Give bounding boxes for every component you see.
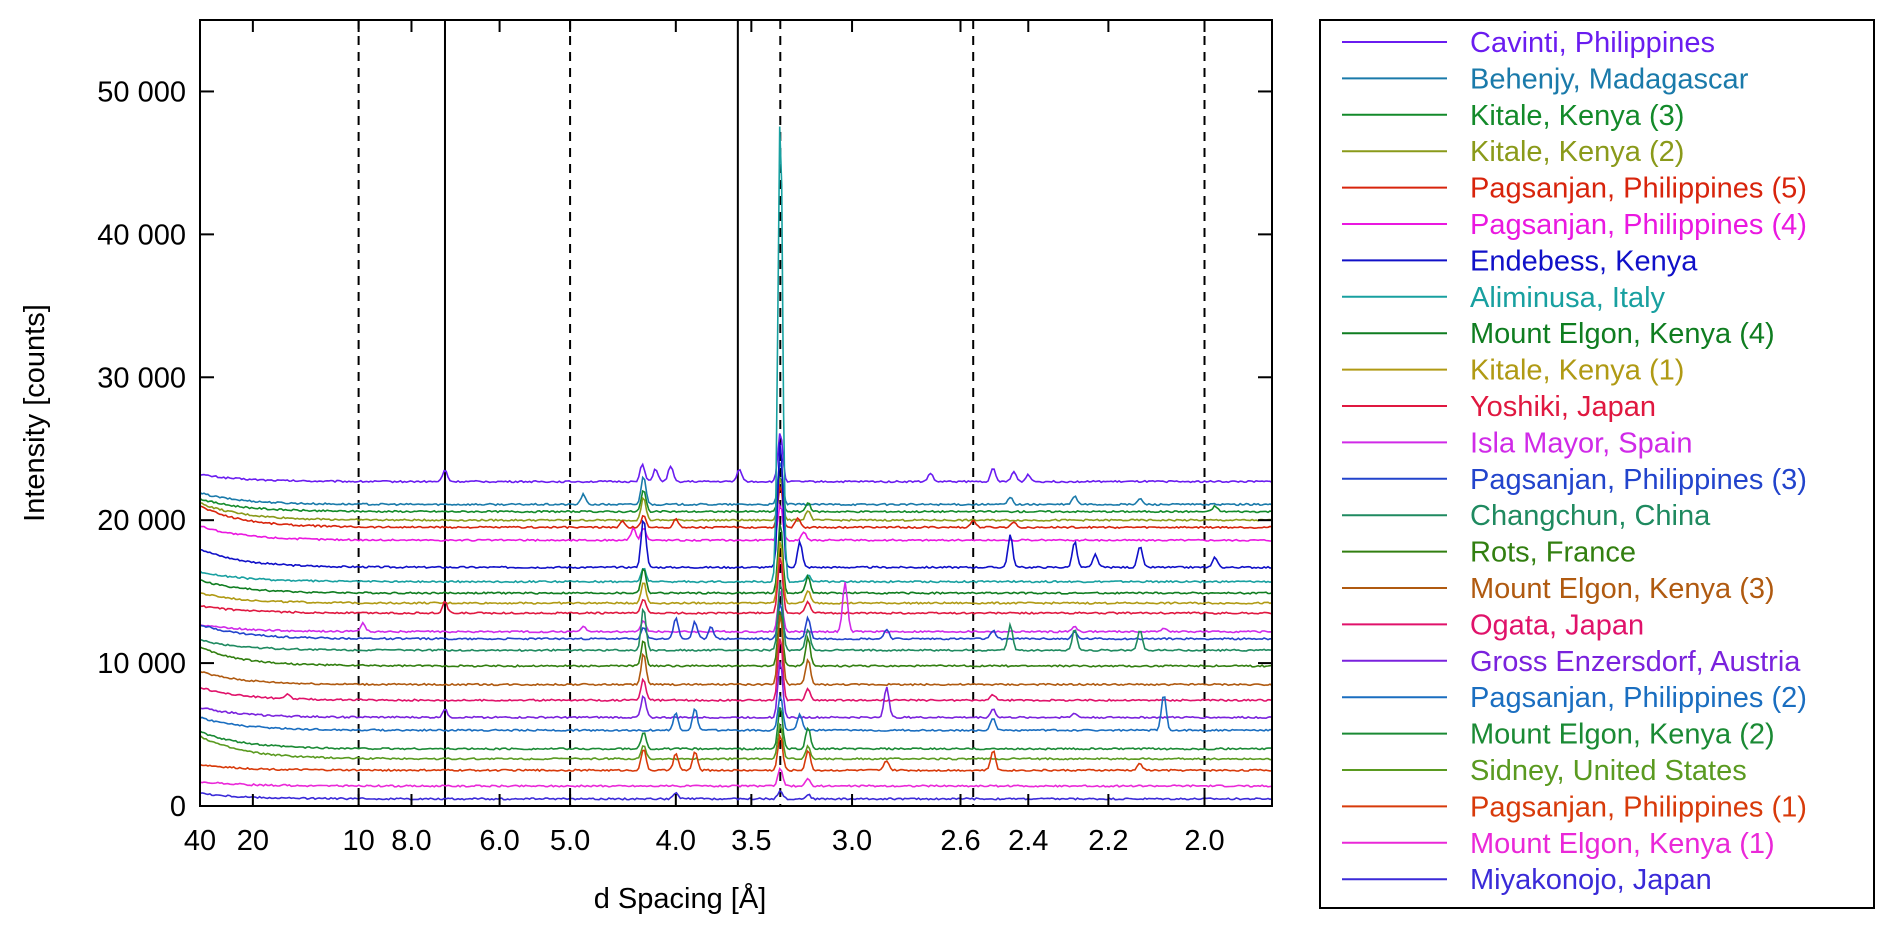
legend-entry: Yoshiki, Japan <box>1470 391 1656 423</box>
series-line <box>199 433 1273 484</box>
series-line <box>199 614 1273 687</box>
x-tick-label: 3.5 <box>731 825 771 857</box>
x-axis-label: d Spacing [Å] <box>594 882 767 915</box>
y-axis-label: Intensity [counts] <box>19 304 51 522</box>
x-tick-label: 2.2 <box>1088 825 1128 857</box>
series-lines <box>199 126 1273 801</box>
legend-entry: Kitale, Kenya (3) <box>1470 100 1684 132</box>
legend-entry: Kitale, Kenya (1) <box>1470 355 1684 387</box>
series-line <box>199 767 1273 788</box>
series-line <box>199 462 1273 507</box>
y-tick-label: 50 000 <box>97 76 186 108</box>
legend-entry: Mount Elgon, Kenya (1) <box>1470 828 1775 860</box>
legend-entry: Isla Mayor, Spain <box>1470 427 1692 459</box>
series-line <box>199 475 1273 514</box>
legend-entry: Mount Elgon, Kenya (2) <box>1470 719 1775 751</box>
x-tick-label: 6.0 <box>479 825 519 857</box>
series-line <box>199 722 1273 761</box>
legend-entry: Pagsanjan, Philippines (4) <box>1470 209 1807 241</box>
series-line <box>199 661 1273 720</box>
y-tick-label: 40 000 <box>97 219 186 251</box>
legend-entry: Miyakonojo, Japan <box>1470 864 1712 896</box>
series-line <box>199 557 1273 615</box>
x-tick-label: 3.0 <box>832 825 872 857</box>
legend-entry: Rots, France <box>1470 537 1636 569</box>
legend-entry: Ogata, Japan <box>1470 609 1644 641</box>
legend-entry: Gross Enzersdorf, Austria <box>1470 646 1801 678</box>
series-line <box>199 442 1273 570</box>
legend-entry: Mount Elgon, Kenya (4) <box>1470 318 1775 350</box>
y-tick-label: 20 000 <box>97 505 186 537</box>
series-line <box>199 483 1273 530</box>
series-line <box>199 601 1273 641</box>
x-tick-label: 2.4 <box>1008 825 1048 857</box>
x-tick-label: 5.0 <box>550 825 590 857</box>
y-tick-label: 0 <box>170 791 186 823</box>
legend-entry: Pagsanjan, Philippines (5) <box>1470 173 1807 205</box>
series-line <box>199 789 1273 801</box>
series-line <box>199 638 1273 703</box>
legend-entry: Changchun, China <box>1470 500 1711 532</box>
legend-entry: Behenjy, Madagascar <box>1470 63 1749 95</box>
x-tick-label: 8.0 <box>391 825 431 857</box>
y-axis: 0 10 000 20 000 30 000 40 000 50 000 <box>97 76 1272 823</box>
series-line <box>199 581 1273 634</box>
reference-lines <box>357 20 1206 806</box>
plot-frame <box>199 19 1273 807</box>
legend-entry: Pagsanjan, Philippines (2) <box>1470 682 1807 714</box>
x-tick-label: 4.0 <box>656 825 696 857</box>
series-line <box>199 693 1273 733</box>
legend-box <box>1319 19 1875 909</box>
legend: Cavinti, Philippines Behenjy, Madagascar K… <box>1342 27 1807 896</box>
legend-entry: Mount Elgon, Kenya (3) <box>1470 573 1775 605</box>
x-tick-label: 40 <box>184 825 216 857</box>
legend-entry: Endebess, Kenya <box>1470 245 1698 277</box>
x-tick-label: 2.6 <box>940 825 980 857</box>
series-line <box>199 541 1273 605</box>
series-line <box>199 732 1273 773</box>
series-line <box>199 126 1273 584</box>
series-line <box>199 502 1272 542</box>
series-line <box>199 478 1273 523</box>
legend-entry: Sidney, United States <box>1470 755 1747 787</box>
x-axis: 40 20 10 8.0 6.0 5.0 4.0 3.5 3.0 2.6 2.4 2.2 2.0 <box>184 20 1225 857</box>
y-tick-label: 30 000 <box>97 362 186 394</box>
x-tick-label: 20 <box>237 825 269 857</box>
series-line <box>199 581 1273 653</box>
legend-entry: Pagsanjan, Philippines (3) <box>1470 464 1807 496</box>
series-line <box>199 523 1273 595</box>
series-line <box>199 610 1273 668</box>
series-line <box>199 707 1273 751</box>
y-tick-label: 10 000 <box>97 648 186 680</box>
legend-entry: Cavinti, Philippines <box>1470 27 1715 59</box>
legend-entry: Kitale, Kenya (2) <box>1470 136 1684 168</box>
legend-entry: Aliminusa, Italy <box>1470 282 1666 314</box>
legend-entry: Pagsanjan, Philippines (1) <box>1470 791 1807 823</box>
x-tick-label: 2.0 <box>1184 825 1224 857</box>
x-tick-label: 10 <box>342 825 374 857</box>
